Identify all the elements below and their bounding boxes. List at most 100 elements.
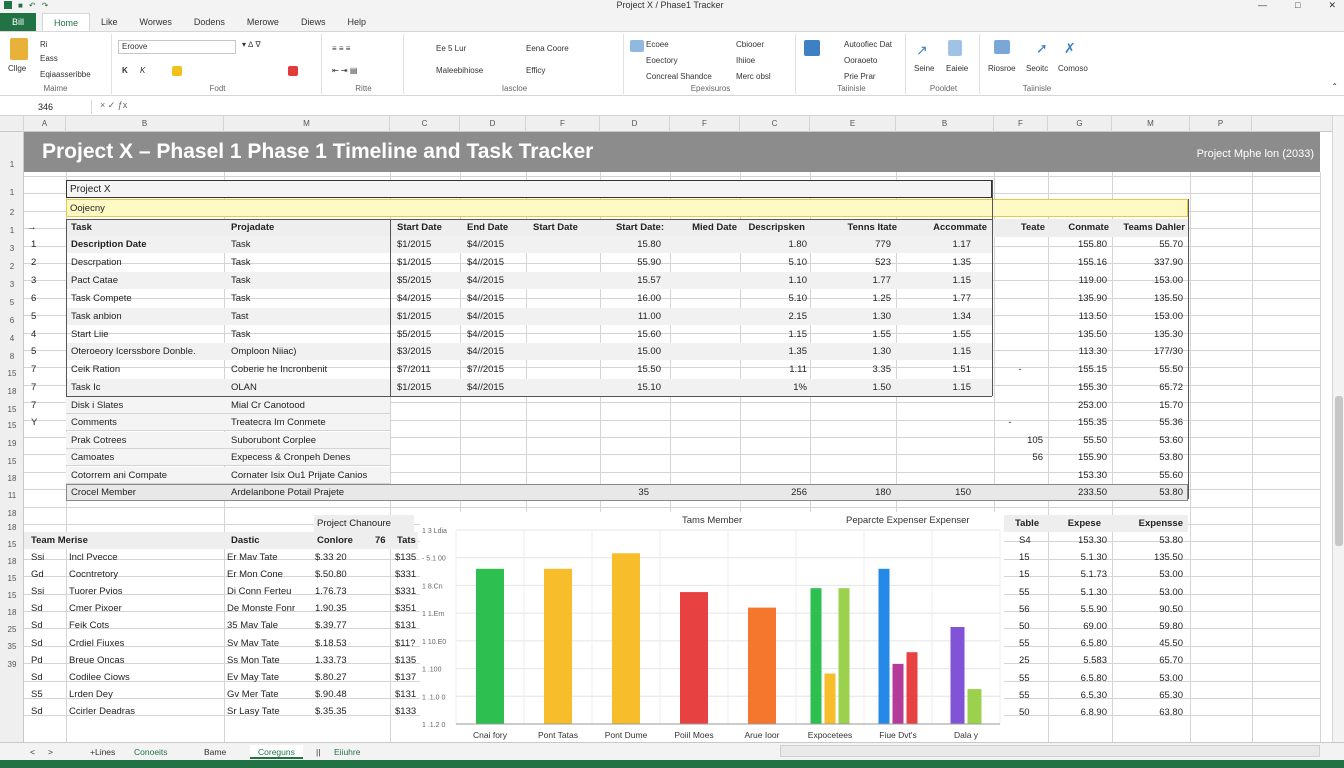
task-value[interactable]: 2.15 xyxy=(788,310,808,322)
extra-row-value[interactable]: 56 xyxy=(1032,452,1043,464)
editing-button-c[interactable]: Prie Prar xyxy=(844,72,876,81)
task-end-date[interactable]: $4//2015 xyxy=(467,328,504,340)
task-value[interactable]: 113.50 xyxy=(1078,310,1107,322)
task-value[interactable]: 11.00 xyxy=(637,310,661,322)
total-row-value[interactable]: 256 xyxy=(791,487,807,498)
cells-button-f[interactable]: Merc obsl xyxy=(736,72,771,81)
task-end-date[interactable]: $4//2015 xyxy=(467,346,504,358)
analyze-icon[interactable] xyxy=(994,40,1010,54)
team-amount[interactable]: $.35.35 xyxy=(315,705,347,717)
row-header[interactable]: 18 xyxy=(7,387,17,396)
task-name[interactable]: Pact Catae xyxy=(71,274,118,286)
row-header[interactable]: 15 xyxy=(7,574,17,583)
team-code[interactable]: Ssi xyxy=(31,552,45,563)
expense-code[interactable]: 50 xyxy=(1019,621,1030,632)
task-value[interactable]: 1.35 xyxy=(952,256,972,268)
task-value[interactable] xyxy=(1000,308,1040,325)
task-value[interactable] xyxy=(670,290,736,307)
task-start-date[interactable]: $1/2015 xyxy=(397,382,432,394)
row-header[interactable]: 2 xyxy=(9,262,15,271)
column-header[interactable]: G xyxy=(1048,116,1112,132)
task-value[interactable]: 135.90 xyxy=(1077,292,1107,304)
row-header[interactable]: 18 xyxy=(7,509,17,518)
extra-row-value[interactable]: 53.60 xyxy=(1159,434,1183,446)
row-header[interactable]: 39 xyxy=(7,660,17,669)
task-name[interactable]: Task Ic xyxy=(71,382,101,394)
task-column-header[interactable]: Teams Dahler xyxy=(1123,222,1185,233)
expense-column-header[interactable]: Expensse xyxy=(1138,518,1183,529)
team-amount[interactable]: $.90.48 xyxy=(315,688,347,700)
row-header[interactable]: 18 xyxy=(7,608,17,617)
task-column-header[interactable]: Teate xyxy=(1020,222,1045,233)
ideas-button-b[interactable]: Eaieie xyxy=(946,64,969,73)
analysis-button-c[interactable]: Riosroe xyxy=(988,64,1016,73)
row-header[interactable]: 3 xyxy=(9,244,15,253)
total-row-value[interactable]: 180 xyxy=(875,487,891,498)
tab-file[interactable]: Bill xyxy=(0,13,37,31)
expense-code[interactable]: 55 xyxy=(1019,672,1030,684)
team-code[interactable]: Sd xyxy=(31,637,43,649)
task-type[interactable]: Task xyxy=(231,292,251,304)
extra-row-value[interactable]: 15.70 xyxy=(1159,400,1183,411)
task-value[interactable]: 155.15 xyxy=(1077,364,1107,376)
team-code[interactable]: Ssi xyxy=(31,586,45,598)
team-code[interactable]: Sd xyxy=(31,705,43,717)
total-row-value[interactable]: 53.80 xyxy=(1159,487,1183,498)
paste-icon[interactable] xyxy=(10,38,28,60)
team-table-title[interactable]: Project Chanoure xyxy=(314,515,414,532)
task-value[interactable] xyxy=(670,361,736,378)
team-tats[interactable]: $135 xyxy=(395,654,417,666)
extra-row-desc[interactable]: Mial Cr Canotood xyxy=(231,400,305,411)
extra-row-name[interactable]: Disk i Slates xyxy=(71,400,124,411)
team-column-header[interactable]: Team Merise xyxy=(31,535,88,546)
row-header[interactable]: 8 xyxy=(9,352,15,361)
team-member-name[interactable]: Feik Cots xyxy=(69,620,110,632)
extra-row-value[interactable]: 53.80 xyxy=(1159,452,1183,464)
row-header[interactable]: 15 xyxy=(7,540,17,549)
team-tats[interactable]: $131 xyxy=(395,688,417,700)
total-row-value[interactable]: 150 xyxy=(955,487,971,498)
task-end-date[interactable]: $4//2015 xyxy=(467,310,504,322)
team-tats[interactable]: $131 xyxy=(395,620,417,632)
next-sheet-button[interactable]: > xyxy=(48,747,53,757)
task-start-date[interactable]: $1/2015 xyxy=(397,239,432,250)
task-name[interactable]: Descrpation xyxy=(71,256,122,268)
team-date[interactable]: De Monste Fonr xyxy=(227,603,296,615)
task-value[interactable]: 3.35 xyxy=(872,364,892,376)
total-row-desc[interactable]: Ardelanbone Potail Prajete xyxy=(231,487,345,498)
extra-row-desc[interactable]: Treatecra Im Conmete xyxy=(231,417,326,429)
expense-value[interactable]: 6.5.30 xyxy=(1080,689,1107,701)
collapse-ribbon-icon[interactable]: ⌃ xyxy=(1331,82,1338,91)
font-name-box[interactable]: Eroove xyxy=(118,40,236,54)
task-type[interactable]: OLAN xyxy=(231,382,257,394)
extra-row-value[interactable]: 55.36 xyxy=(1159,417,1183,429)
row-header[interactable]: 1 xyxy=(9,160,15,169)
task-value[interactable]: 1.15 xyxy=(952,346,972,358)
expense-value[interactable]: 6.8.90 xyxy=(1080,707,1107,718)
team-date[interactable]: Di Conn Ferteu xyxy=(227,586,292,598)
task-value[interactable]: 779 xyxy=(875,239,891,250)
team-amount[interactable]: 1.76.73 xyxy=(315,586,347,598)
task-value[interactable]: 153.00 xyxy=(1153,310,1183,322)
cells-button-c[interactable]: Concreal Shandce xyxy=(646,72,712,81)
team-member-name[interactable]: Tuorer Pvios xyxy=(69,586,123,598)
team-date[interactable]: Sr Lasy Tate xyxy=(227,705,280,717)
task-type[interactable]: Task xyxy=(231,256,251,268)
expense-value[interactable]: 69.00 xyxy=(1083,621,1107,632)
team-amount[interactable]: 1.33.73 xyxy=(315,654,347,666)
task-value[interactable] xyxy=(670,272,736,289)
task-type[interactable]: Tast xyxy=(231,310,249,322)
column-header[interactable]: C xyxy=(390,116,460,132)
team-code[interactable]: Pd xyxy=(31,654,43,666)
number-sub-button[interactable]: Maleebihiose xyxy=(436,66,484,75)
expense-total[interactable]: 53.80 xyxy=(1159,535,1183,546)
expense-code[interactable]: 55 xyxy=(1019,586,1030,598)
sheet-tab-coreguns[interactable]: Coreguns xyxy=(250,745,303,759)
task-value[interactable] xyxy=(530,326,600,343)
row-header[interactable]: 6 xyxy=(9,316,15,325)
task-value[interactable]: 1.10 xyxy=(788,274,808,286)
task-value[interactable]: 16.00 xyxy=(637,292,661,304)
team-date[interactable]: Sv Mav Tate xyxy=(227,637,280,649)
team-tats[interactable]: $135 xyxy=(395,552,417,563)
row-header[interactable]: 15 xyxy=(7,591,17,600)
